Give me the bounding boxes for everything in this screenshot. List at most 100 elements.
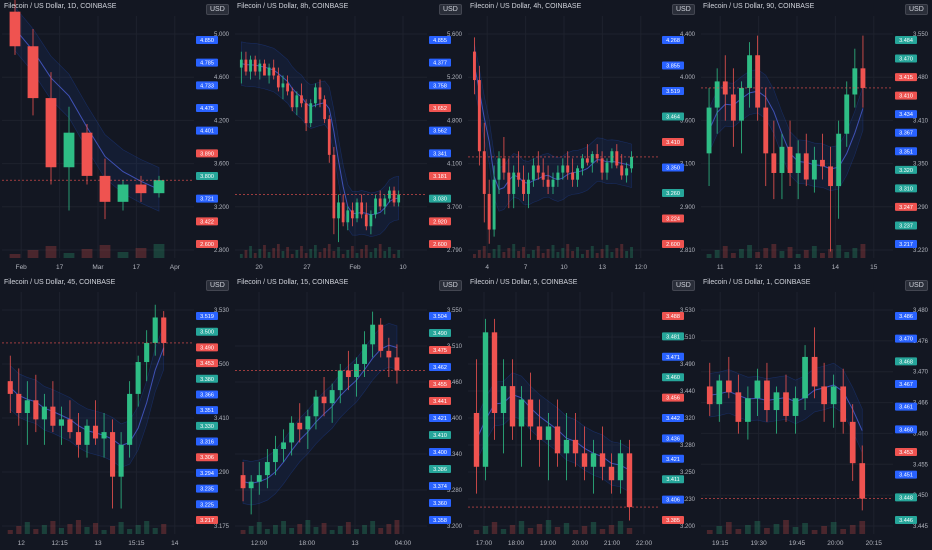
- chart-canvas[interactable]: 12:00 18:00 13 04:003.5503.5103.4603.4003.3…: [233, 276, 465, 550]
- price-tag-label: 3.562: [433, 129, 447, 135]
- price-tag-label: 4.268: [666, 38, 680, 44]
- candle: [81, 124, 93, 185]
- volume-bar: [297, 524, 303, 534]
- currency-button[interactable]: USD: [905, 4, 928, 15]
- price-tag: 3.237: [895, 221, 917, 230]
- chart-panel[interactable]: 12 12:15 13 15:15 14 3.530 3.500 3.410 3.290 3.17…: [0, 276, 232, 550]
- candle-body: [290, 91, 294, 108]
- price-tag: 3.224: [662, 214, 684, 223]
- candle-body: [473, 413, 480, 467]
- candle: [820, 133, 825, 180]
- volume-bar: [626, 528, 633, 534]
- chart-panel[interactable]: 17:00 18:00 19:00 20:00 21:00 22:00 3.530 3.510…: [466, 276, 698, 550]
- x-tick-label: Feb: [16, 264, 28, 271]
- chart-panel[interactable]: 11 12 13 14 15 3.550 3.480 3.410 3.350 3.290 3.220…: [699, 0, 931, 274]
- price-tag-bg: [662, 36, 684, 44]
- volume-bar: [256, 522, 262, 534]
- candle: [84, 419, 90, 458]
- chart-panel[interactable]: 19:15 19:30 19:45 20:00 20:15 3.480 3.476 3.470…: [699, 276, 931, 550]
- volume-bar: [551, 245, 555, 258]
- chart-panel[interactable]: Feb 17 Mar 17 Apr 5.000 4.600 4.200 3.600 3.200 2.…: [0, 0, 232, 274]
- candle-body: [161, 317, 167, 343]
- volume-bar: [836, 245, 842, 258]
- candle-body: [502, 158, 506, 173]
- price-tag-label: 2.920: [433, 219, 447, 225]
- price-tag: 3.446: [895, 516, 917, 524]
- chart-canvas[interactable]: 19:15 19:30 19:45 20:00 20:153.4803.4763.470…: [699, 276, 931, 550]
- y-tick-label: 4.600: [214, 75, 230, 81]
- price-tag-bg: [895, 165, 917, 174]
- chart-canvas[interactable]: 11 12 13 14 15 3.550 3.480 3.410 3.350 3.290 3.220…: [699, 0, 931, 274]
- candle: [304, 99, 308, 132]
- candle: [309, 99, 313, 128]
- price-tag-label: 3.410: [899, 94, 913, 100]
- candle-body: [747, 55, 752, 88]
- candle: [551, 172, 555, 194]
- candle-body: [821, 386, 827, 405]
- price-tag-bg: [429, 448, 451, 456]
- volume-bar: [620, 244, 624, 258]
- candle-body: [771, 153, 777, 173]
- volume-bar: [7, 530, 13, 534]
- candle-body: [828, 166, 833, 187]
- candle: [605, 158, 609, 180]
- volume-bar: [323, 248, 327, 258]
- candle: [492, 165, 496, 237]
- volume-bar: [526, 254, 530, 258]
- chart-canvas[interactable]: Feb 17 Mar 17 Apr 5.000 4.600 4.200 3.600 3.200 2.…: [0, 0, 232, 274]
- candle-body: [386, 350, 392, 358]
- currency-button[interactable]: USD: [672, 4, 695, 15]
- chart-panel[interactable]: 12:00 18:00 13 04:00 3.550 3.510 3.460 3.400 3.3…: [233, 276, 465, 550]
- x-tick-label: 21:00: [604, 540, 621, 547]
- price-tag: 3.500: [196, 327, 218, 336]
- chart-canvas[interactable]: 20 27 Feb 10 5.600 5.200 4.800 4.100 3.700 2.790 4…: [233, 0, 465, 274]
- price-tag: 4.268: [662, 36, 684, 44]
- y-tick-label: 5.200: [447, 75, 463, 81]
- candle-body: [289, 422, 295, 443]
- price-tag-bg: [662, 87, 684, 95]
- price-tag: 3.453: [895, 448, 917, 456]
- candle-body: [590, 154, 594, 163]
- candle: [360, 194, 364, 219]
- y-tick-label: 3.530: [214, 308, 230, 314]
- candle-body: [545, 426, 552, 440]
- candle-body: [563, 439, 570, 454]
- x-tick-label: 15:15: [128, 540, 145, 547]
- candle-body: [101, 432, 107, 439]
- chart-canvas[interactable]: 12 12:15 13 15:15 14 3.530 3.500 3.410 3.290 3.17…: [0, 276, 232, 550]
- candle-body: [526, 179, 530, 194]
- y-tick-label: 3.445: [913, 524, 929, 530]
- volume-bar: [92, 523, 99, 534]
- volume-bar: [546, 249, 550, 258]
- candle: [300, 83, 303, 108]
- candle-body: [378, 198, 382, 207]
- candle-body: [117, 184, 129, 202]
- candle: [576, 165, 580, 187]
- chart-canvas[interactable]: 4 7 10 13 12:0 4.400 4.000 3.600 3.100 2.900 2.810…: [466, 0, 698, 274]
- candle-body: [364, 214, 368, 227]
- price-tag-label: 2.600: [433, 242, 447, 248]
- candle-body: [840, 386, 847, 422]
- price-tag-bg: [895, 73, 917, 82]
- volume-bar: [477, 250, 481, 258]
- price-tag: 3.341: [429, 149, 451, 158]
- currency-button[interactable]: USD: [439, 280, 462, 291]
- candle-body: [859, 463, 866, 499]
- price-tag-label: 3.385: [666, 518, 680, 524]
- candle-body: [487, 193, 491, 230]
- chart-title: Filecoin / US Dollar, 1, COINBASE: [703, 279, 811, 286]
- currency-button[interactable]: USD: [439, 4, 462, 15]
- candle-body: [844, 94, 850, 134]
- currency-button[interactable]: USD: [905, 280, 928, 291]
- currency-button[interactable]: USD: [672, 280, 695, 291]
- price-tag-bg: [196, 374, 218, 383]
- chart-canvas[interactable]: 17:00 18:00 19:00 20:00 21:00 22:00 3.530 3.510…: [466, 276, 698, 550]
- candle-body: [500, 386, 507, 413]
- price-tag-label: 3.374: [433, 484, 447, 490]
- volume-bar: [811, 530, 818, 534]
- currency-button[interactable]: USD: [206, 4, 229, 15]
- chart-panel[interactable]: 20 27 Feb 10 5.600 5.200 4.800 4.100 3.700 2.790 4…: [233, 0, 465, 274]
- candle: [512, 165, 516, 209]
- chart-panel[interactable]: 4 7 10 13 12:0 4.400 4.000 3.600 3.100 2.900 2.810…: [466, 0, 698, 274]
- currency-button[interactable]: USD: [206, 280, 229, 291]
